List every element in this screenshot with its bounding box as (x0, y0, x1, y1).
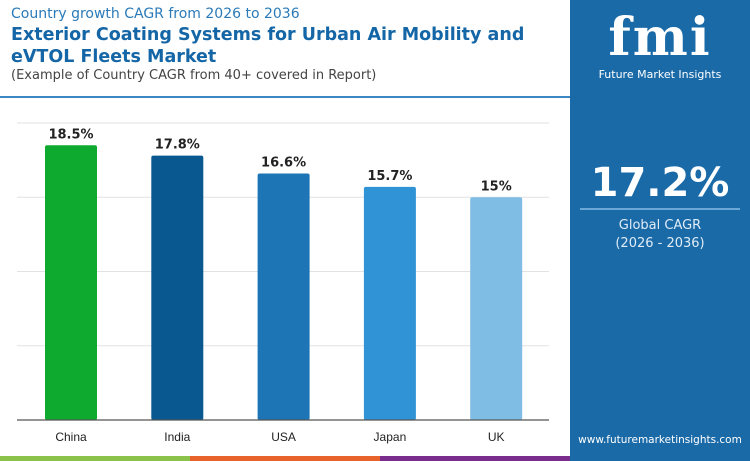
chart-title: Exterior Coating Systems for Urban Air M… (11, 25, 525, 67)
x-tick-label: China (55, 430, 87, 444)
header-divider (0, 96, 570, 98)
data-label: 17.8% (155, 138, 200, 153)
data-label: 16.6% (261, 155, 306, 170)
bar-india (151, 155, 204, 421)
data-label: 15% (481, 179, 512, 194)
bar-usa (257, 173, 310, 420)
data-label: 18.5% (48, 127, 93, 142)
global-cagr-period: (2026 - 2036) (615, 236, 705, 251)
panel-divider (580, 208, 740, 210)
logo-subtitle: Future Market Insights (598, 68, 722, 81)
bar-china (45, 145, 97, 420)
x-tick-label: India (164, 430, 190, 444)
fmi-logo: fmi (608, 7, 712, 68)
footer-color-bar (0, 456, 570, 461)
bar-chart: 18.5% China 17.8% India 16.6% USA 15.7% Japan 15… (17, 122, 549, 444)
global-cagr-label: Global CAGR (618, 218, 702, 233)
chart-note: (Example of Country CAGR from 40+ covere… (11, 68, 377, 83)
x-tick-label: USA (271, 430, 296, 444)
x-tick-label: Japan (374, 430, 407, 444)
bar-japan (363, 186, 416, 420)
data-label: 15.7% (367, 169, 412, 184)
chart-subtitle: Country growth CAGR from 2026 to 2036 (11, 6, 300, 22)
footer-segment (0, 456, 190, 461)
global-cagr-value: 17.2% (590, 160, 730, 206)
x-tick-label: UK (488, 430, 505, 444)
bar-uk (470, 197, 523, 420)
footer-segment (380, 456, 570, 461)
summary-panel: fmi Future Market Insights 17.2% Global … (570, 0, 750, 461)
footer-segment (190, 456, 380, 461)
website-link[interactable]: www.futuremarketinsights.com (578, 434, 742, 446)
